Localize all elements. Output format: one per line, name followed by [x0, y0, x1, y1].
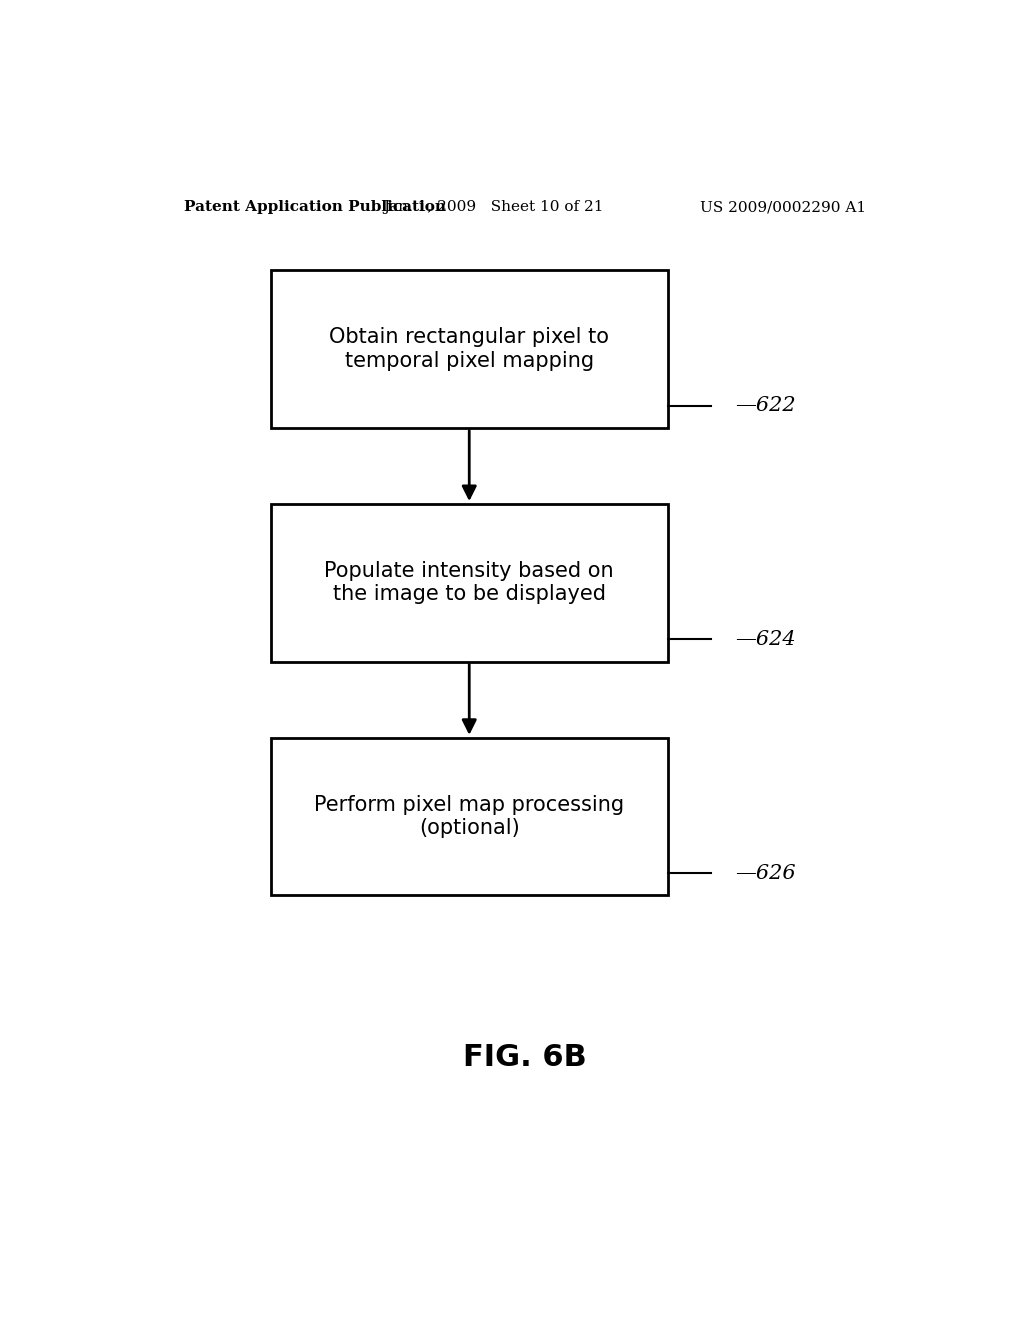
Text: —626: —626 — [735, 863, 796, 883]
Text: Jan. 1, 2009   Sheet 10 of 21: Jan. 1, 2009 Sheet 10 of 21 — [383, 201, 603, 214]
Text: Perform pixel map processing
(optional): Perform pixel map processing (optional) — [314, 795, 625, 838]
Bar — [270, 738, 668, 895]
Bar — [270, 271, 668, 428]
Bar — [270, 504, 668, 661]
Text: Patent Application Publication: Patent Application Publication — [183, 201, 445, 214]
Text: Obtain rectangular pixel to
temporal pixel mapping: Obtain rectangular pixel to temporal pix… — [330, 327, 609, 371]
Text: FIG. 6B: FIG. 6B — [463, 1043, 587, 1072]
Text: Populate intensity based on
the image to be displayed: Populate intensity based on the image to… — [325, 561, 614, 605]
Text: —622: —622 — [735, 396, 796, 416]
Text: —624: —624 — [735, 630, 796, 649]
Text: US 2009/0002290 A1: US 2009/0002290 A1 — [700, 201, 866, 214]
